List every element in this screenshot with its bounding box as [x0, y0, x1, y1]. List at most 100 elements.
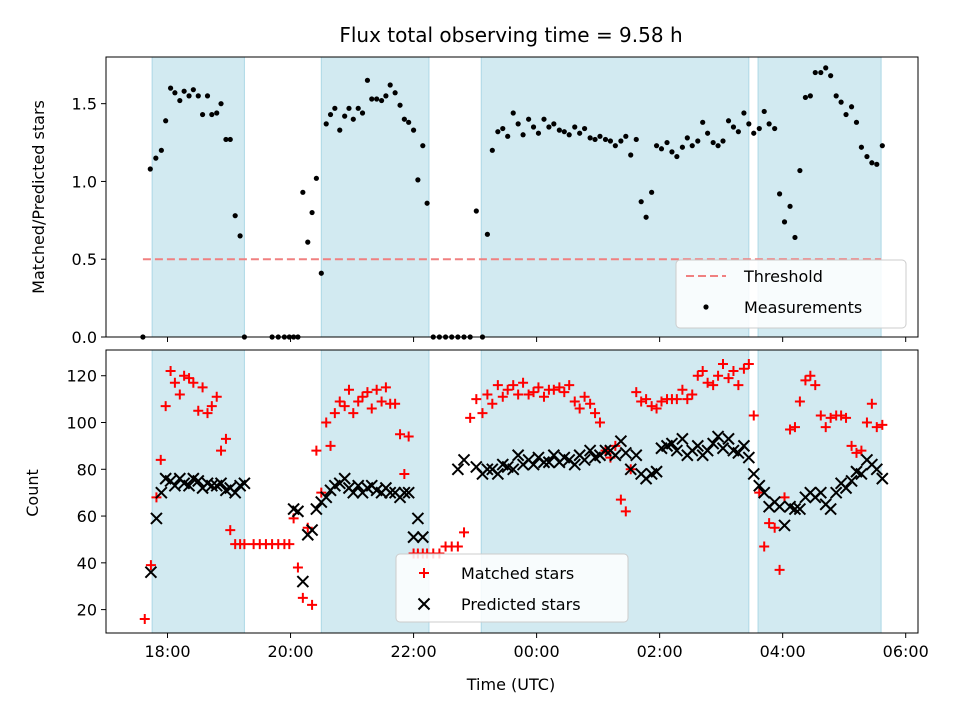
measurement-point: [350, 116, 356, 122]
measurement-point: [730, 124, 737, 130]
measurement-point: [323, 121, 329, 127]
measurement-point: [495, 129, 501, 135]
legend-threshold-label: Threshold: [743, 267, 823, 286]
legend-measurements-label: Measurements: [744, 298, 862, 317]
matched-star-point: [559, 387, 570, 398]
measurement-point: [869, 160, 875, 166]
bottom-panel: 18:00 20:00 22:00 00:00 02:00 04:00 06:00 20 40 6…: [23, 349, 929, 694]
bottom-y-tick-label: 100: [66, 414, 97, 433]
measurement-point: [653, 143, 660, 149]
matched-star-point: [861, 417, 872, 428]
measurement-point: [858, 144, 865, 150]
predicted-stars-points: [144, 430, 889, 588]
predicted-star-point: [537, 456, 551, 469]
matched-star-point: [169, 377, 180, 388]
bottom-legend-box: [395, 553, 629, 623]
measurement-point: [359, 110, 366, 116]
measurement-point: [581, 125, 588, 132]
predicted-star-point: [416, 530, 430, 544]
measurement-point: [489, 147, 495, 153]
measurement-point: [204, 93, 211, 99]
matched-star-point: [311, 445, 322, 456]
matched-star-point: [585, 398, 596, 409]
predicted-star-point: [758, 486, 771, 499]
measurement-point: [535, 130, 542, 136]
measurement-point: [638, 199, 644, 205]
matched-star-point: [357, 391, 368, 402]
matched-star-point: [399, 468, 410, 479]
matched-star-point: [743, 359, 754, 370]
matched-star-point: [339, 401, 350, 412]
predicted-star-point: [665, 437, 679, 450]
measurement-point: [420, 143, 426, 149]
matched-star-point: [297, 592, 308, 603]
predicted-star-point: [716, 442, 730, 455]
matched-star-point: [641, 394, 652, 405]
measurement-point: [864, 153, 870, 160]
matched-star-point: [805, 370, 816, 381]
matched-star-point: [343, 384, 354, 395]
matched-star-point: [671, 394, 682, 405]
measurement-point: [735, 129, 741, 135]
predicted-star-point: [773, 500, 786, 513]
matched-star-point: [866, 398, 877, 409]
matched-star-point: [395, 429, 406, 440]
bottom-y-tick-label: 60: [77, 507, 97, 526]
measurement-point: [520, 132, 526, 138]
matched-star-point: [815, 410, 826, 421]
matched-star-point: [165, 366, 176, 377]
matched-star-point: [502, 384, 513, 395]
predicted-star-point: [711, 430, 725, 443]
x-tick-label: 02:00: [637, 642, 683, 661]
top-y-tick-label: 0.0: [72, 328, 97, 347]
measurement-point: [792, 234, 798, 241]
matched-star-point: [728, 366, 739, 377]
bottom-legend: Matched stars Predicted stars: [395, 553, 629, 623]
top-plot-frame: [105, 56, 919, 338]
matched-star-point: [590, 408, 601, 419]
measurement-point: [879, 143, 885, 149]
measurement-point: [556, 127, 562, 133]
matched-star-point: [188, 377, 199, 388]
matched-star-point: [656, 396, 667, 407]
measurement-point: [401, 116, 407, 122]
predicted-star-point: [144, 565, 158, 579]
predicted-star-point: [793, 502, 807, 516]
measurement-point: [766, 121, 772, 127]
predicted-star-point: [511, 449, 525, 462]
predicted-star-point: [547, 449, 561, 462]
measurement-point: [510, 110, 516, 116]
top-ylabel: Matched/Predicted stars: [29, 100, 48, 294]
matched-star-point: [579, 391, 590, 402]
measurement-point: [741, 110, 747, 116]
matched-star-point: [362, 387, 373, 398]
matched-star-point: [538, 391, 549, 402]
matched-star-point: [371, 384, 382, 395]
measurement-point: [587, 135, 593, 141]
top-y-tick-label: 1.5: [72, 95, 97, 114]
matched-star-point: [334, 396, 345, 407]
matched-star-point: [723, 373, 734, 384]
predicted-star-point: [829, 486, 843, 499]
predicted-star-point: [310, 502, 323, 516]
predicted-star-point: [870, 463, 883, 476]
measurement-point: [305, 239, 311, 245]
measurement-point: [318, 270, 324, 276]
measurement-point: [602, 136, 609, 143]
predicted-star-point: [583, 444, 597, 457]
measurement-point: [628, 152, 634, 158]
predicted-star-point: [320, 491, 333, 504]
measurement-point: [797, 167, 803, 174]
measurement-point: [643, 214, 649, 220]
measurement-point: [484, 231, 490, 237]
matched-star-point: [487, 398, 498, 409]
measurement-point: [746, 121, 752, 127]
predicted-star-point: [737, 439, 751, 453]
measurement-point: [756, 125, 762, 132]
matched-star-point: [697, 366, 708, 377]
measurement-point: [526, 116, 532, 122]
predicted-star-point: [527, 458, 540, 471]
predicted-star-point: [578, 453, 591, 467]
predicted-star-point: [182, 479, 196, 492]
top-legend: Threshold Measurements: [675, 259, 907, 329]
